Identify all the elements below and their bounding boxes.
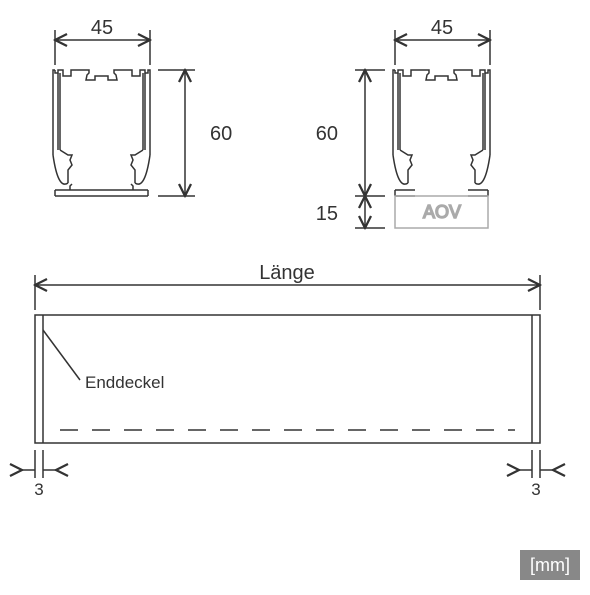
plan-view: Länge Enddeckel 3 3 <box>22 262 553 499</box>
right-width-label: 45 <box>431 17 453 39</box>
unit-badge: [mm] <box>520 550 580 580</box>
right-height-label: 60 <box>316 123 338 145</box>
left-profile: 45 60 <box>53 17 232 196</box>
right-endcap-dim: 3 <box>531 480 540 499</box>
left-height-label: 60 <box>210 123 232 145</box>
aov-label: AOV <box>423 202 461 222</box>
left-endcap-dim: 3 <box>34 480 43 499</box>
left-width-label: 45 <box>91 17 113 39</box>
length-label: Länge <box>259 262 315 284</box>
unit-label: [mm] <box>530 555 570 575</box>
right-profile: 45 60 15 AOV <box>316 17 490 228</box>
right-gap-label: 15 <box>316 203 338 225</box>
endcap-label: Enddeckel <box>85 373 164 392</box>
diagram-canvas: 45 60 45 <box>0 0 590 590</box>
